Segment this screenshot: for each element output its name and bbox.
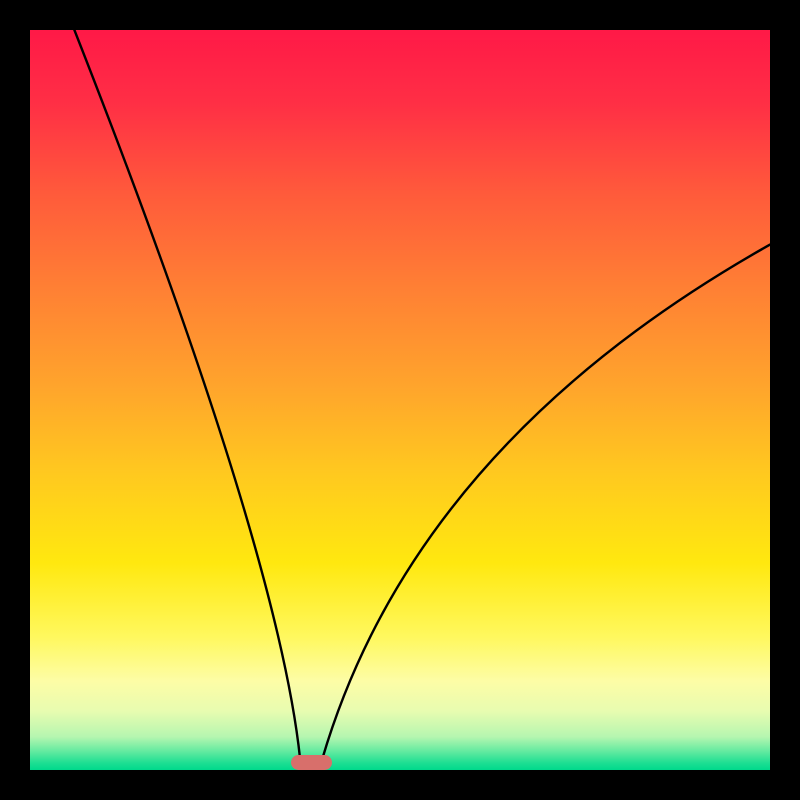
v-curve-path <box>74 30 770 761</box>
chart-frame: TheBottleneck.com <box>0 0 800 800</box>
curve-svg <box>30 30 770 770</box>
plot-area <box>30 30 770 770</box>
min-marker <box>291 755 332 770</box>
